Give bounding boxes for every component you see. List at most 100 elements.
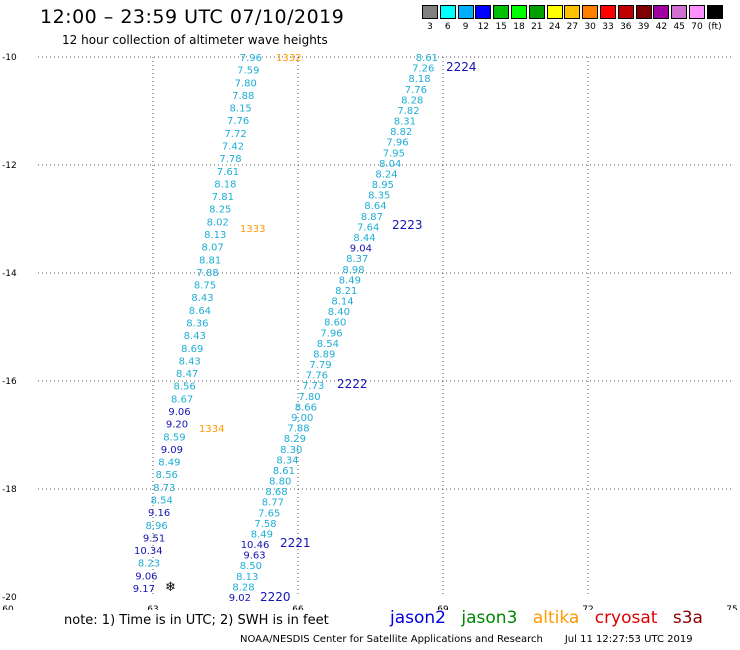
wave-height-value: 8.02 [207,217,229,228]
wave-height-value: 8.66 [295,402,317,413]
wave-height-value: 8.64 [364,201,386,212]
credit-org: NOAA/NESDIS Center for Satellite Applica… [240,634,543,645]
wave-height-value: 8.28 [232,582,254,593]
wave-height-value: 8.75 [194,281,216,292]
wave-height-value: 7.96 [320,328,342,339]
wave-height-value: 8.28 [401,95,423,106]
wave-height-value: 7.80 [235,78,257,89]
wave-height-value: 7.96 [386,138,408,149]
wave-height-value: 9.16 [148,508,170,519]
wave-height-value: 7.76 [227,116,249,127]
y-tick-label: -16 [2,377,17,387]
wave-height-value: 8.98 [342,265,364,276]
wave-height-value: 8.49 [339,275,361,286]
wave-height-value: 8.96 [145,521,167,532]
color-swatch [475,5,492,19]
color-scale-label: 30 [584,22,596,32]
wave-height-value: 7.88 [232,91,254,102]
y-tick-label: -18 [2,485,17,495]
pass-label: 2220 [260,590,291,604]
wave-height-value: 8.49 [158,458,180,469]
color-swatch [457,5,474,19]
color-scale-label: 15 [495,22,507,32]
wave-height-value: 8.50 [240,561,262,572]
color-scale-label: 45 [673,22,685,32]
color-swatch [528,5,545,19]
legend-altika: altika [532,608,580,628]
color-scale-label: (ft) [708,22,722,32]
wave-height-value: 8.21 [335,286,357,297]
wave-height-value: 8.54 [151,496,173,507]
wave-height-value: 7.65 [258,508,280,519]
wave-height-value: 9.06 [135,571,157,582]
wave-height-value: 8.30 [280,445,302,456]
y-tick-label: -12 [2,161,17,171]
wave-height-value: 8.04 [379,159,401,170]
color-swatch [689,5,705,19]
wave-height-value: 7.88 [196,268,218,279]
color-scale-label: 21 [531,22,543,32]
wave-height-value: 8.13 [204,230,226,241]
color-scale-label: 39 [637,22,650,32]
x-tick-label: 75 [726,605,737,610]
wave-height-value: 7.58 [254,519,276,530]
wave-height-value: 8.60 [324,318,346,329]
wave-height-value: 10.46 [241,540,270,551]
wave-height-value: 8.31 [394,117,416,128]
wave-height-value: 7.82 [397,106,419,117]
wave-height-value: 7.95 [383,148,405,159]
wave-height-value: 7.80 [298,392,320,403]
color-swatch [546,5,563,19]
wave-height-value: 8.73 [153,483,175,494]
wave-height-value: 7.73 [302,381,324,392]
color-swatch [511,5,527,19]
pass-label: 2222 [337,377,368,391]
color-scale-label: 33 [602,22,614,32]
wave-height-value: 7.61 [217,167,239,178]
x-tick-label: 66 [292,605,304,610]
wave-height-value: 9.51 [143,533,165,544]
wave-height-value: 7.76 [306,371,328,382]
wave-height-value: 8.87 [361,212,383,223]
legend-s3a: s3a [672,608,703,628]
pass-label: 1334 [199,424,224,435]
wave-height-value: 8.49 [251,529,273,540]
wave-height-value: 8.81 [199,255,221,266]
wave-height-value: 8.36 [186,319,208,330]
color-scale-label: 42 [655,22,668,32]
color-scale-label: 18 [513,22,525,32]
pass-label: 2224 [446,60,477,74]
color-scale-label: 12 [477,22,490,32]
color-swatch [706,5,723,19]
wave-height-value: 8.80 [269,477,291,488]
wave-height-value: 9.20 [166,420,188,431]
wave-height-value: 7.96 [240,53,262,64]
wave-height-value: 7.78 [219,154,241,165]
wave-height-value: 8.56 [156,470,178,481]
y-tick-label: -20 [2,593,17,603]
wave-height-value: 8.24 [375,169,397,180]
wave-height-value: 8.89 [313,349,335,360]
wave-height-value: 8.54 [317,339,339,350]
wave-height-value: 9.09 [161,445,183,456]
wave-height-value: 9.17 [133,584,155,595]
legend-jason2: jason2 [390,608,446,628]
wave-height-value: 8.82 [390,127,412,138]
wave-height-map: 60 63 66 69 72 75-10-12-14-16-18-20 9.179.068… [2,53,738,610]
page-subtitle: 12 hour collection of altimeter wave hei… [62,33,328,47]
wave-height-value: 8.77 [262,498,284,509]
wave-height-value: 8.35 [368,191,390,202]
wave-height-value: 7.26 [412,64,434,75]
color-scale-label: 24 [548,22,561,32]
wave-height-value: 8.43 [179,356,201,367]
wave-height-value: 8.07 [202,243,224,254]
color-swatch [671,5,688,19]
wave-height-value: 8.18 [408,74,430,85]
color-swatch [600,5,616,19]
track-start-marker: ❄ [165,580,176,595]
legend-cryosat: cryosat [594,608,658,628]
wave-height-value: 9.63 [243,551,265,562]
wave-height-value: 7.42 [222,142,244,153]
wave-height-value: 8.44 [353,233,375,244]
wave-height-value: 8.18 [214,179,236,190]
